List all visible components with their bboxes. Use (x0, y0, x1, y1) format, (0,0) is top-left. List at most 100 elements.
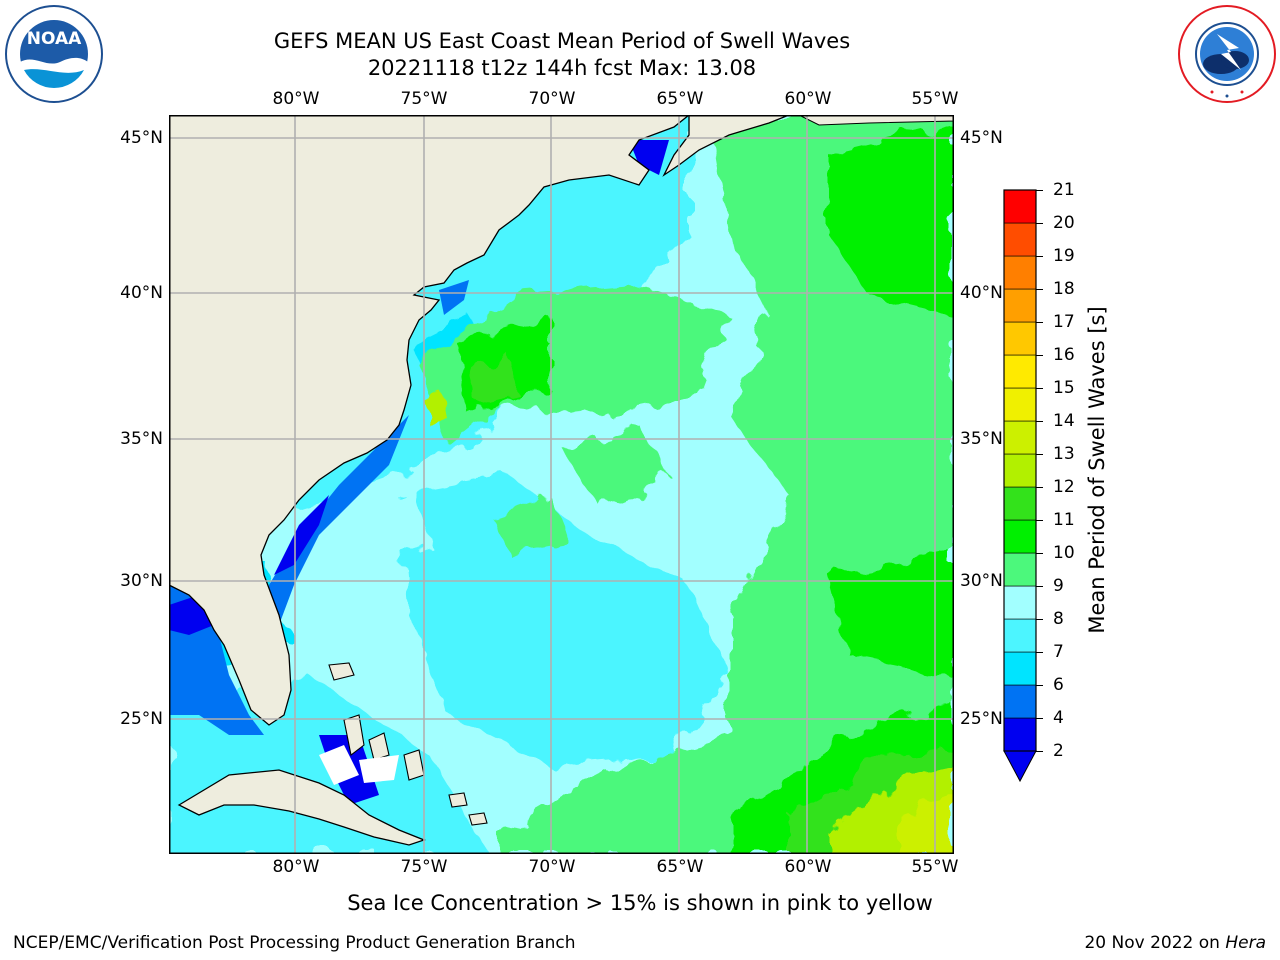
colorbar-tick (1036, 684, 1043, 686)
colorbar-frame (1003, 189, 1037, 752)
colorbar-tick-label: 10 (1053, 543, 1075, 563)
lon-label-bottom: 65°W (656, 857, 704, 877)
lon-label-bottom: 70°W (528, 857, 576, 877)
bahamas-islands (328, 662, 488, 826)
lon-label-bottom: 55°W (911, 857, 959, 877)
colorbar-tick (1036, 717, 1043, 719)
colorbar-tick-label: 12 (1053, 477, 1075, 497)
lat-label-left: 30°N (120, 571, 163, 591)
lon-label-top: 55°W (911, 89, 959, 109)
colorbar-swatch (1003, 618, 1037, 653)
colorbar-tick (1036, 618, 1043, 620)
lat-label-right: 45°N (960, 128, 1003, 148)
graticule (169, 115, 954, 854)
colorbar-tick (1036, 189, 1043, 191)
colorbar-swatch (1003, 519, 1037, 554)
lon-label-bottom: 60°W (784, 857, 832, 877)
colorbar-tick (1036, 651, 1043, 653)
lat-label-left: 35°N (120, 429, 163, 449)
colorbar-swatch (1003, 552, 1037, 587)
colorbar-tick (1036, 288, 1043, 290)
colorbar-swatches (1003, 189, 1037, 783)
noaa-logo: NOAA (4, 4, 104, 104)
lon-label-top: 75°W (400, 89, 448, 109)
colorbar-under-triangle (1003, 750, 1037, 783)
colorbar-swatch (1003, 354, 1037, 389)
colorbar-tick-label: 7 (1053, 642, 1064, 662)
colorbar-tick-label: 2 (1053, 741, 1064, 761)
colorbar-swatch (1003, 288, 1037, 323)
nws-logo (1177, 4, 1277, 104)
colorbar-swatch (1003, 684, 1037, 719)
colorbar-swatch (1003, 651, 1037, 686)
colorbar-tick-label: 14 (1053, 411, 1075, 431)
bay-of-fundy-low-period (629, 140, 669, 175)
lon-label-bottom: 80°W (272, 857, 320, 877)
bank-masked-area (319, 745, 359, 785)
colorbar-tick (1036, 354, 1043, 356)
colorbar-tick-label: 6 (1053, 675, 1064, 695)
colorbar-tick (1036, 321, 1043, 323)
colorbar-tick-label: 20 (1053, 213, 1075, 233)
colorbar-swatch (1003, 717, 1037, 752)
footer-date: 20 Nov 2022 on (1084, 933, 1226, 953)
north-america-land (169, 115, 691, 726)
colorbar (1000, 186, 1040, 786)
colorbar-tick-label: 13 (1053, 444, 1075, 464)
lon-label-top: 80°W (272, 89, 320, 109)
colorbar-tick-label: 17 (1053, 312, 1075, 332)
colorbar-swatch (1003, 222, 1037, 257)
atlantic-coast-low-period (269, 415, 409, 625)
lon-label-bottom: 75°W (400, 857, 448, 877)
colorbar-tick (1036, 519, 1043, 521)
colorbar-tick (1036, 750, 1043, 752)
colorbar-tick (1036, 387, 1043, 389)
lat-label-left: 25°N (120, 709, 163, 729)
colorbar-tick-label: 16 (1053, 345, 1075, 365)
lat-label-left: 40°N (120, 283, 163, 303)
lon-label-top: 70°W (528, 89, 576, 109)
bank-masked-area-2 (359, 755, 399, 783)
colorbar-swatch (1003, 321, 1037, 356)
colorbar-tick-label: 11 (1053, 510, 1075, 530)
footer-credit: NCEP/EMC/Verification Post Processing Pr… (13, 933, 576, 953)
lat-label-left: 45°N (120, 128, 163, 148)
cuba-land (177, 769, 426, 846)
colorbar-swatch (1003, 420, 1037, 455)
colorbar-tick-label: 8 (1053, 609, 1064, 629)
footer-host: Hera (1225, 933, 1266, 953)
map-frame (169, 115, 954, 854)
colorbar-swatch (1003, 387, 1037, 422)
colorbar-tick (1036, 552, 1043, 554)
swell-period-map (169, 115, 954, 854)
footer-timestamp: 20 Nov 2022 on Hera (1084, 933, 1266, 953)
lat-label-right: 40°N (960, 283, 1003, 303)
colorbar-tick-label: 19 (1053, 246, 1075, 266)
colorbar-swatch (1003, 453, 1037, 488)
colorbar-tick (1036, 585, 1043, 587)
map-panel (169, 115, 954, 854)
colorbar-tick-label: 4 (1053, 708, 1064, 728)
mid-atlantic-low-period (439, 280, 469, 315)
colorbar-swatch (1003, 189, 1037, 224)
colorbar-title: Mean Period of Swell Waves [s] (1085, 306, 1109, 634)
colorbar-swatch (1003, 486, 1037, 521)
noaa-logo-text: NOAA (27, 29, 82, 49)
nova-scotia-land (662, 115, 790, 177)
lon-label-top: 65°W (656, 89, 704, 109)
lat-label-right: 30°N (960, 571, 1003, 591)
colorbar-swatch (1003, 585, 1037, 620)
lat-label-right: 35°N (960, 429, 1003, 449)
lon-label-top: 60°W (784, 89, 832, 109)
atlantic-coast-lowest-period (274, 495, 329, 575)
colorbar-tick-label: 15 (1053, 378, 1075, 398)
colorbar-tick (1036, 222, 1043, 224)
colorbar-tick (1036, 453, 1043, 455)
sea-ice-note: Sea Ice Concentration > 15% is shown in … (347, 891, 933, 915)
colorbar-tick-label: 18 (1053, 279, 1075, 299)
colorbar-tick (1036, 486, 1043, 488)
lat-label-right: 25°N (960, 709, 1003, 729)
newfoundland-land (798, 115, 954, 126)
colorbar-tick (1036, 255, 1043, 257)
colorbar-tick-label: 21 (1053, 180, 1075, 200)
